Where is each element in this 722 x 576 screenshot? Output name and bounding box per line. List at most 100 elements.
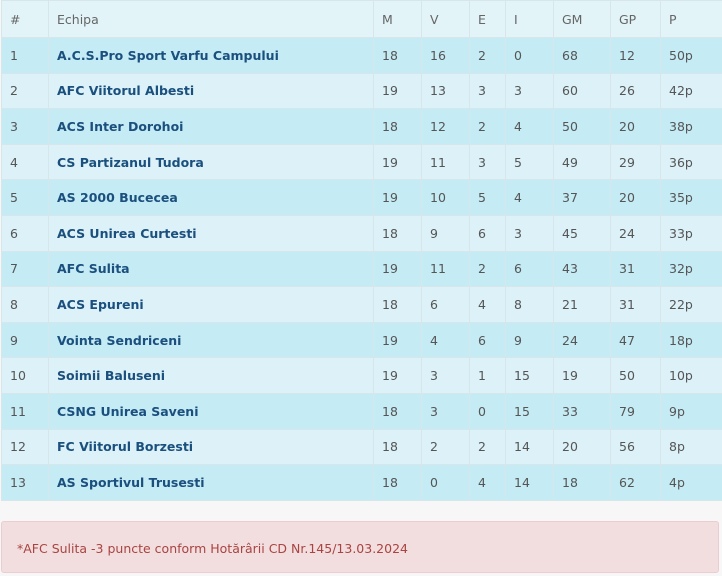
cell-e: 3 bbox=[469, 72, 506, 110]
table-row: 12 FC Viitorul Borzesti 18 2 2 14 20 56 8p bbox=[1, 428, 722, 466]
team-name: AFC Sulita bbox=[48, 250, 374, 288]
cell-rank: 8 bbox=[1, 286, 49, 323]
cell-gm: 43 bbox=[553, 250, 611, 288]
cell-rank: 9 bbox=[1, 321, 49, 359]
table-row: 13 AS Sportivul Trusesti 18 0 4 14 18 62 4p bbox=[1, 464, 722, 501]
cell-i: 9 bbox=[505, 321, 554, 359]
cell-i: 15 bbox=[505, 392, 554, 430]
cell-v: 2 bbox=[421, 428, 470, 466]
cell-gm: 19 bbox=[553, 357, 611, 394]
cell-rank: 1 bbox=[1, 37, 49, 74]
table-row: 7 AFC Sulita 19 11 2 6 43 31 32p bbox=[1, 250, 722, 288]
cell-gp: 20 bbox=[610, 179, 661, 216]
cell-rank: 7 bbox=[1, 250, 49, 288]
cell-i: 4 bbox=[505, 108, 554, 145]
cell-gm: 68 bbox=[553, 37, 611, 74]
cell-v: 10 bbox=[421, 179, 470, 216]
cell-e: 1 bbox=[469, 357, 506, 394]
cell-gm: 50 bbox=[553, 108, 611, 145]
cell-gp: 29 bbox=[610, 143, 661, 181]
column-header: P bbox=[660, 0, 722, 38]
cell-m: 19 bbox=[373, 321, 422, 359]
table-row: 11 CSNG Unirea Saveni 18 3 0 15 33 79 9p bbox=[1, 392, 722, 430]
cell-gp: 31 bbox=[610, 250, 661, 288]
cell-p: 33p bbox=[660, 214, 722, 252]
cell-gm: 20 bbox=[553, 428, 611, 466]
cell-i: 6 bbox=[505, 250, 554, 288]
cell-p: 8p bbox=[660, 428, 722, 466]
cell-m: 19 bbox=[373, 250, 422, 288]
cell-p: 9p bbox=[660, 392, 722, 430]
cell-v: 16 bbox=[421, 37, 470, 74]
cell-m: 18 bbox=[373, 214, 422, 252]
cell-e: 4 bbox=[469, 464, 506, 501]
cell-gm: 49 bbox=[553, 143, 611, 181]
column-header: M bbox=[373, 0, 422, 38]
team-name: Vointa Sendriceni bbox=[48, 321, 374, 359]
table-row: 5 AS 2000 Bucecea 19 10 5 4 37 20 35p bbox=[1, 179, 722, 216]
cell-e: 2 bbox=[469, 37, 506, 74]
cell-gp: 79 bbox=[610, 392, 661, 430]
cell-i: 5 bbox=[505, 143, 554, 181]
cell-p: 38p bbox=[660, 108, 722, 145]
cell-e: 2 bbox=[469, 108, 506, 145]
cell-gp: 50 bbox=[610, 357, 661, 394]
cell-p: 32p bbox=[660, 250, 722, 288]
column-header: GM bbox=[553, 0, 611, 38]
cell-v: 13 bbox=[421, 72, 470, 110]
cell-v: 3 bbox=[421, 392, 470, 430]
cell-gp: 12 bbox=[610, 37, 661, 74]
cell-v: 4 bbox=[421, 321, 470, 359]
team-name: A.C.S.Pro Sport Varfu Campului bbox=[48, 37, 374, 74]
penalty-note: *AFC Sulita -3 puncte conform Hotărârii … bbox=[1, 521, 719, 573]
table-row: 1 A.C.S.Pro Sport Varfu Campului 18 16 2 0 68 1… bbox=[1, 37, 722, 74]
cell-rank: 6 bbox=[1, 214, 49, 252]
cell-gm: 21 bbox=[553, 286, 611, 323]
cell-m: 18 bbox=[373, 286, 422, 323]
cell-e: 2 bbox=[469, 250, 506, 288]
cell-i: 14 bbox=[505, 428, 554, 466]
cell-gp: 62 bbox=[610, 464, 661, 501]
team-name: ACS Inter Dorohoi bbox=[48, 108, 374, 145]
cell-v: 6 bbox=[421, 286, 470, 323]
cell-gm: 45 bbox=[553, 214, 611, 252]
cell-m: 18 bbox=[373, 108, 422, 145]
cell-i: 4 bbox=[505, 179, 554, 216]
cell-rank: 12 bbox=[1, 428, 49, 466]
cell-m: 19 bbox=[373, 143, 422, 181]
cell-gp: 31 bbox=[610, 286, 661, 323]
column-header: I bbox=[505, 0, 554, 38]
table-row: 8 ACS Epureni 18 6 4 8 21 31 22p bbox=[1, 286, 722, 323]
cell-gm: 37 bbox=[553, 179, 611, 216]
cell-i: 0 bbox=[505, 37, 554, 74]
table-row: 4 CS Partizanul Tudora 19 11 3 5 49 29 36p bbox=[1, 143, 722, 181]
cell-p: 18p bbox=[660, 321, 722, 359]
cell-e: 4 bbox=[469, 286, 506, 323]
table-row: 10 Soimii Baluseni 19 3 1 15 19 50 10p bbox=[1, 357, 722, 394]
cell-p: 10p bbox=[660, 357, 722, 394]
cell-e: 3 bbox=[469, 143, 506, 181]
team-name: AFC Viitorul Albesti bbox=[48, 72, 374, 110]
cell-v: 11 bbox=[421, 250, 470, 288]
cell-rank: 3 bbox=[1, 108, 49, 145]
table-row: 6 ACS Unirea Curtesti 18 9 6 3 45 24 33p bbox=[1, 214, 722, 252]
cell-gm: 60 bbox=[553, 72, 611, 110]
cell-p: 22p bbox=[660, 286, 722, 323]
cell-gp: 20 bbox=[610, 108, 661, 145]
cell-rank: 10 bbox=[1, 357, 49, 394]
cell-p: 50p bbox=[660, 37, 722, 74]
column-header: Echipa bbox=[48, 0, 374, 38]
team-name: CSNG Unirea Saveni bbox=[48, 392, 374, 430]
team-name: AS 2000 Bucecea bbox=[48, 179, 374, 216]
cell-e: 2 bbox=[469, 428, 506, 466]
standings-table: # Echipa M V E I GM GP P 1 A.C.S.Pro Sport Varfu … bbox=[1, 0, 722, 501]
cell-e: 0 bbox=[469, 392, 506, 430]
table-row: 9 Vointa Sendriceni 19 4 6 9 24 47 18p bbox=[1, 321, 722, 359]
cell-rank: 13 bbox=[1, 464, 49, 501]
cell-gm: 33 bbox=[553, 392, 611, 430]
team-name: FC Viitorul Borzesti bbox=[48, 428, 374, 466]
cell-v: 12 bbox=[421, 108, 470, 145]
cell-p: 42p bbox=[660, 72, 722, 110]
cell-rank: 4 bbox=[1, 143, 49, 181]
team-name: Soimii Baluseni bbox=[48, 357, 374, 394]
